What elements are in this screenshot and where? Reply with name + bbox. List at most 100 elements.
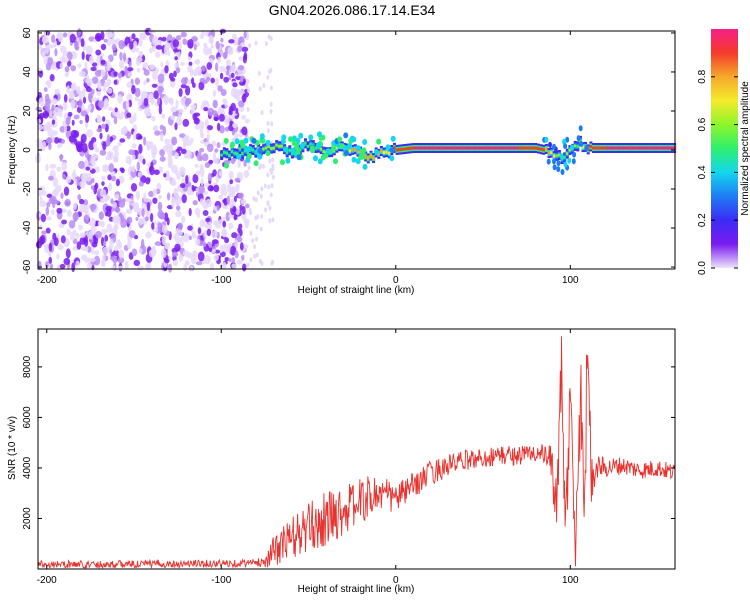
noise-blob bbox=[171, 136, 178, 146]
ridge-core bbox=[233, 151, 237, 155]
noise-blob bbox=[267, 184, 271, 190]
noise-blob bbox=[70, 65, 77, 72]
noise-blob bbox=[161, 225, 168, 234]
ridge-core bbox=[615, 146, 619, 150]
ridge-core bbox=[479, 146, 483, 150]
y-tick-label: 0 bbox=[22, 147, 33, 153]
noise-blob bbox=[170, 181, 177, 186]
noise-blob bbox=[153, 125, 159, 131]
noise-blob bbox=[268, 69, 271, 75]
ridge-core bbox=[427, 146, 431, 150]
ridge-core bbox=[578, 139, 582, 143]
noise-blob bbox=[108, 163, 115, 173]
noise-blob bbox=[56, 166, 62, 172]
noise-blob bbox=[208, 159, 214, 164]
ridge-blob bbox=[285, 157, 291, 164]
ridge-blob bbox=[578, 125, 583, 132]
noise-blob bbox=[113, 71, 118, 77]
noise-blob bbox=[148, 94, 152, 103]
noise-blob bbox=[185, 85, 191, 96]
ridge-blob bbox=[320, 134, 326, 141]
noise-blob bbox=[58, 108, 63, 118]
noise-blob bbox=[197, 227, 202, 235]
noise-blob bbox=[126, 67, 134, 72]
noise-blob bbox=[98, 211, 104, 220]
noise-blob bbox=[228, 214, 235, 219]
noise-blob bbox=[226, 195, 231, 205]
noise-blob bbox=[63, 94, 68, 103]
ridge-blob bbox=[337, 136, 343, 143]
noise-blob bbox=[75, 260, 80, 267]
noise-blob bbox=[269, 109, 273, 114]
noise-blob bbox=[173, 70, 177, 78]
noise-blob bbox=[143, 136, 147, 146]
ridge-blob bbox=[347, 142, 353, 149]
ridge-core bbox=[547, 151, 551, 155]
noise-blob bbox=[71, 119, 75, 126]
noise-blob bbox=[187, 225, 193, 231]
noise-blob bbox=[237, 45, 243, 52]
noise-blob bbox=[46, 216, 52, 221]
ridge-blob bbox=[296, 154, 302, 161]
noise-blob bbox=[113, 245, 119, 252]
noise-blob bbox=[152, 188, 158, 196]
noise-blob bbox=[128, 149, 136, 156]
noise-blob bbox=[110, 198, 114, 205]
noise-blob bbox=[229, 187, 235, 197]
noise-blob bbox=[116, 215, 121, 225]
noise-blob bbox=[197, 251, 205, 262]
noise-blob bbox=[175, 210, 182, 218]
ridge-core bbox=[605, 146, 609, 150]
noise-blob bbox=[157, 222, 162, 229]
ridge-core bbox=[523, 146, 527, 150]
noise-blob bbox=[255, 236, 258, 242]
noise-blob bbox=[152, 197, 158, 204]
noise-blob bbox=[212, 89, 217, 97]
noise-blob bbox=[96, 56, 100, 66]
noise-blob bbox=[107, 58, 111, 68]
ridge-blob bbox=[548, 141, 552, 148]
ridge-core bbox=[319, 147, 323, 151]
ridge-core bbox=[377, 152, 381, 156]
noise-blob bbox=[152, 144, 157, 154]
noise-blob bbox=[126, 208, 131, 214]
noise-blob bbox=[43, 244, 51, 249]
ridge-core bbox=[270, 147, 273, 151]
noise-blob bbox=[101, 175, 106, 181]
noise-blob bbox=[51, 98, 58, 105]
ridge-core bbox=[500, 146, 504, 150]
ridge-blob bbox=[290, 147, 296, 154]
noise-blob bbox=[246, 262, 250, 268]
noise-blob bbox=[211, 109, 215, 115]
noise-blob bbox=[131, 33, 136, 40]
noise-blob bbox=[162, 145, 169, 152]
noise-blob bbox=[46, 137, 53, 144]
noise-blob bbox=[222, 98, 227, 104]
noise-blob bbox=[254, 215, 258, 221]
ridge-core bbox=[298, 148, 302, 152]
noise-blob bbox=[75, 232, 80, 239]
ridge-core bbox=[353, 147, 357, 151]
x-tick-label: 0 bbox=[393, 275, 399, 286]
ridge-blob bbox=[389, 155, 395, 162]
noise-blob bbox=[118, 249, 125, 259]
ridge-blob bbox=[360, 148, 366, 155]
noise-blob bbox=[223, 204, 229, 210]
noise-blob bbox=[166, 192, 171, 201]
noise-blob bbox=[180, 61, 186, 66]
noise-blob bbox=[210, 44, 214, 49]
noise-blob bbox=[62, 101, 68, 111]
noise-blob bbox=[157, 201, 163, 211]
noise-blob bbox=[220, 187, 224, 197]
ridge-blob bbox=[294, 144, 300, 151]
noise-blob bbox=[268, 218, 272, 224]
noise-blob bbox=[63, 257, 71, 266]
noise-blob bbox=[134, 87, 141, 98]
noise-blob bbox=[76, 85, 81, 95]
ridge-blob bbox=[257, 153, 263, 160]
ridge-core bbox=[660, 146, 663, 150]
noise-blob bbox=[77, 194, 82, 201]
noise-blob bbox=[36, 153, 41, 163]
noise-blob bbox=[90, 89, 95, 95]
